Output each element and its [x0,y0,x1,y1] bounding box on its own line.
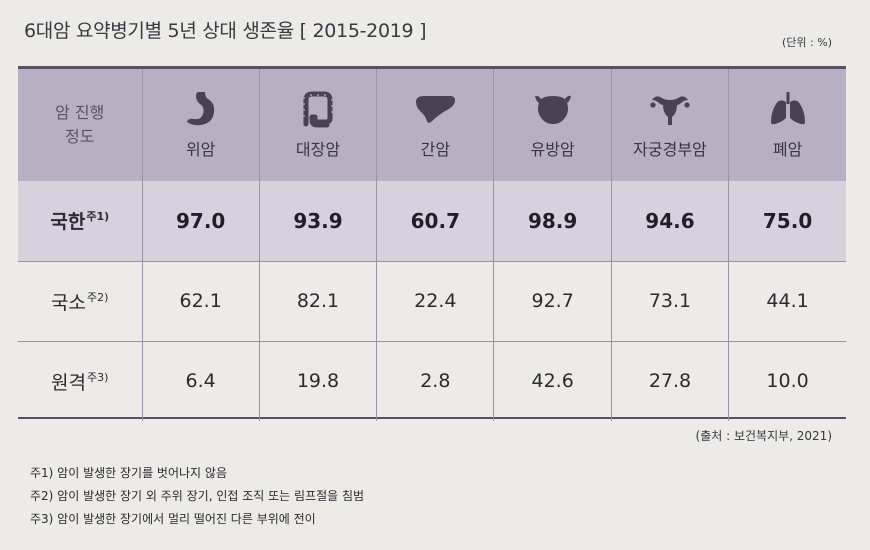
row-label-cell: 국한주1) [18,181,142,262]
column-header-liver: 간암 [376,69,494,181]
table-row: 국한주1) 97.0 93.9 60.7 98.9 94.6 75.0 [18,181,846,262]
value-cell: 94.6 [610,181,729,262]
value-cell: 73.1 [610,261,729,342]
value-cell: 22.4 [376,261,494,342]
row-footnote-mark: 주3) [87,370,109,384]
value-cell: 93.9 [258,181,377,262]
value-cell: 27.8 [610,341,729,421]
value-cell: 19.8 [258,341,377,421]
value-cell: 75.0 [728,181,846,262]
lungs-icon [770,92,805,125]
value-cell: 60.7 [376,181,494,262]
value-cell: 2.8 [376,341,494,421]
column-label-colon: 대장암 [295,140,341,159]
column-label-breast: 유방암 [530,140,575,159]
row-label: 국한 [50,211,86,234]
unit-label: (단위 : %) [782,36,832,49]
source-citation: (출처 : 보건복지부, 2021) [695,429,832,443]
breast-icon [534,95,571,124]
row-label-cell: 원격주3) [18,341,142,421]
value-cell: 62.1 [141,261,260,342]
value-cell: 98.9 [493,181,612,262]
column-label-lungs: 폐암 [772,140,803,159]
stage-header-line2: 정도 [65,127,95,146]
table-row: 원격주3) 6.4 19.8 2.8 42.6 27.8 10.0 [18,341,846,421]
footnotes: 주1) 암이 발생한 장기를 벗어나지 않음 주2) 암이 발생한 장기 외 주… [30,462,364,531]
row-label: 원격 [51,371,87,394]
value-cell: 6.4 [141,341,260,421]
column-label-liver: 간암 [420,140,451,159]
footnote-1: 주1) 암이 발생한 장기를 벗어나지 않음 [30,466,227,480]
row-footnote-mark: 주2) [87,290,109,304]
column-header-breast: 유방암 [493,69,612,181]
value-cell: 97.0 [141,181,260,262]
column-label-uterus: 자궁경부암 [633,140,707,159]
liver-icon [416,96,456,123]
value-cell: 92.7 [493,261,612,342]
row-label: 국소 [51,291,87,314]
column-header-lungs: 폐암 [728,69,846,181]
table-row: 국소주2) 62.1 82.1 22.4 92.7 73.1 44.1 [18,261,846,342]
column-header-colon: 대장암 [258,69,377,181]
table-header-row: 암 진행 정도 위암 대장암 간암 [18,69,846,181]
value-cell: 82.1 [258,261,377,342]
value-cell: 44.1 [728,261,846,342]
stomach-icon [186,92,214,126]
uterus-icon [650,96,690,125]
column-label-stomach: 위암 [185,140,216,159]
stage-header-line1: 암 진행 [55,103,105,122]
row-label-cell: 국소주2) [18,261,142,342]
row-footnote-mark: 주1) [86,210,110,224]
value-cell: 42.6 [493,341,612,421]
column-header-uterus: 자궁경부암 [610,69,729,181]
footnote-2: 주2) 암이 발생한 장기 외 주위 장기, 인접 조직 또는 림프절을 침범 [30,489,365,503]
column-header-stomach: 위암 [141,69,260,181]
page-title: 6대암 요약병기별 5년 상대 생존율 [ 2015-2019 ] [24,20,427,42]
stage-header-cell: 암 진행 정도 [18,69,142,181]
survival-table: 암 진행 정도 위암 대장암 간암 [18,66,846,421]
footnote-3: 주3) 암이 발생한 장기에서 멀리 떨어진 다른 부위에 전이 [30,512,316,526]
value-cell: 10.0 [728,341,846,421]
colon-icon [302,91,333,128]
